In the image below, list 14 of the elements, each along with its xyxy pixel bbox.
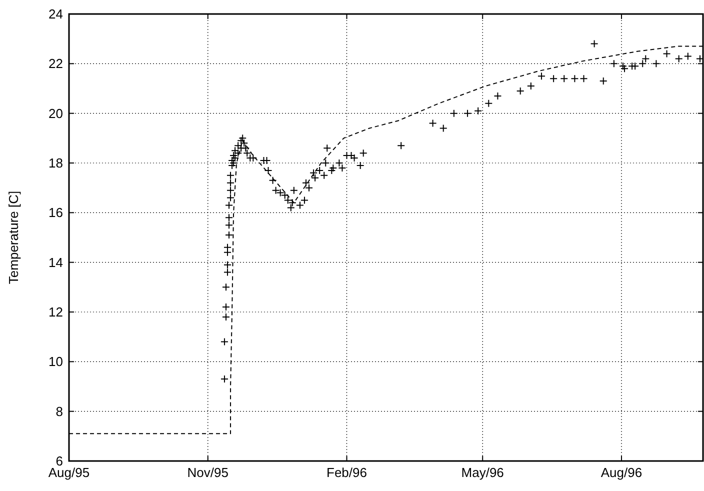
- y-tick-label: 14: [48, 254, 63, 270]
- y-tick-label: 12: [48, 304, 63, 320]
- y-tick-label: 10: [48, 354, 63, 370]
- x-tick-label: Feb/96: [326, 465, 367, 480]
- y-tick-label: 18: [48, 156, 63, 171]
- y-tick-label: 8: [56, 404, 63, 419]
- x-tick-label: Nov/95: [187, 465, 228, 480]
- x-tick-label: Aug/96: [600, 465, 642, 480]
- y-tick-label: 22: [48, 56, 63, 72]
- y-tick-label: 16: [48, 205, 63, 220]
- y-tick-label: 24: [48, 6, 63, 22]
- y-tick-label: 20: [48, 106, 63, 121]
- x-tick-label: May/96: [461, 465, 504, 480]
- y-axis-title: Temperature [C]: [6, 190, 21, 284]
